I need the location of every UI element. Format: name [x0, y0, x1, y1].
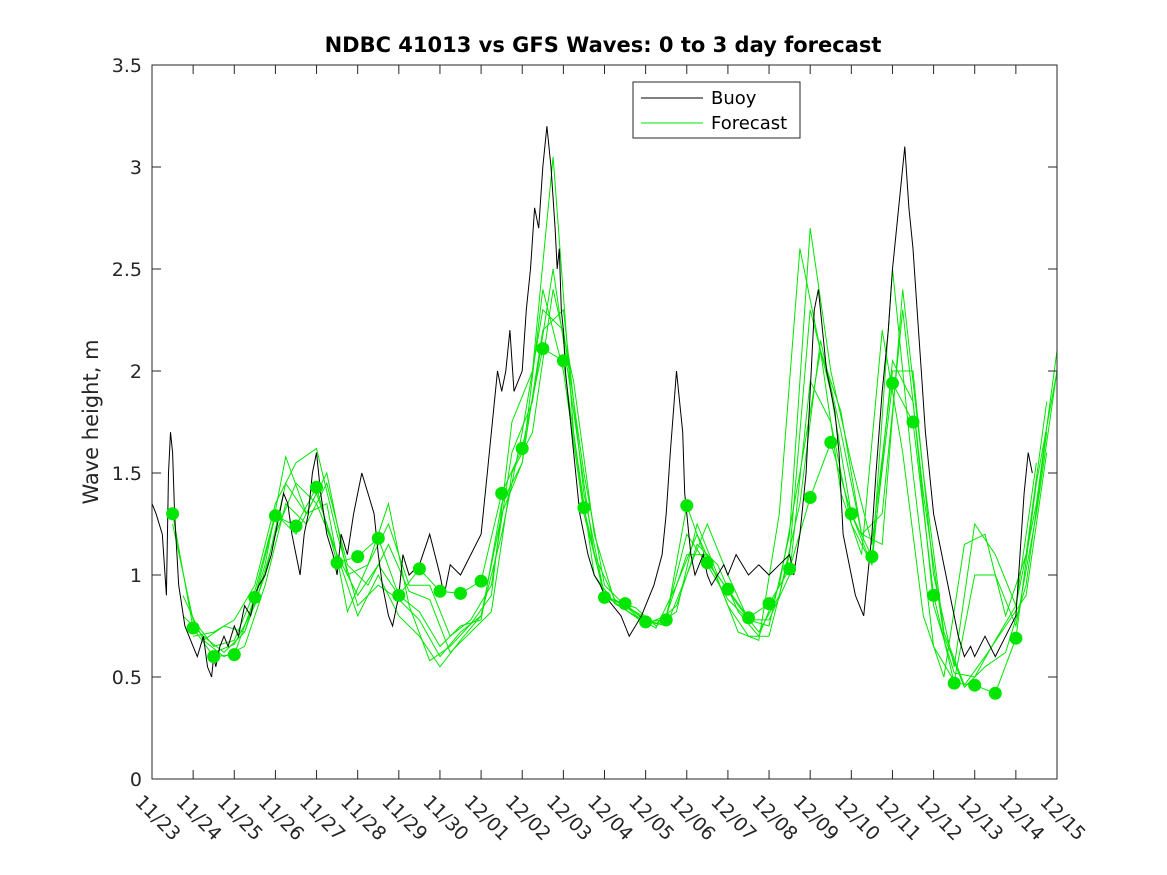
forecast-marker: [618, 597, 632, 611]
forecast-marker: [886, 376, 899, 390]
forecast-marker: [556, 354, 570, 368]
y-tick-label: 2.5: [112, 259, 142, 281]
forecast-marker: [536, 342, 550, 356]
forecast-marker: [454, 586, 467, 600]
forecast-marker: [1009, 631, 1023, 645]
y-tick-label: 1.5: [112, 463, 142, 485]
y-axis: 0 0.5 1 1.5 2 2.5 3 3.5: [112, 55, 1057, 791]
forecast-line-5: [213, 268, 1058, 683]
forecast-marker: [947, 676, 961, 690]
forecast-marker: [783, 562, 797, 576]
forecast-marker: [865, 550, 879, 564]
forecast-marker: [495, 486, 509, 500]
forecast-marker: [762, 597, 776, 611]
forecast-marker: [721, 582, 735, 596]
forecast-marker: [659, 613, 673, 627]
forecast-line-2: [182, 268, 1048, 689]
forecast-marker: [988, 686, 1002, 700]
legend-box: [632, 81, 801, 139]
y-tick-label: 2: [130, 361, 142, 383]
forecast-marker: [330, 556, 344, 570]
forecast-marker: [515, 442, 529, 455]
chart-title: NDBC 41013 vs GFS Waves: 0 to 3 day fore…: [325, 33, 882, 57]
forecast-marker: [639, 615, 653, 629]
forecast-marker: [824, 435, 838, 449]
y-axis-label: Wave height, m: [79, 339, 103, 504]
forecast-marker: [474, 574, 488, 588]
forecast-marker: [433, 584, 447, 598]
forecast-marker: [412, 562, 426, 576]
forecast-marker: [844, 507, 858, 521]
forecast-marker: [310, 480, 323, 494]
forecast-marker: [598, 590, 611, 604]
forecast-marker: [351, 550, 365, 564]
forecast-marker: [186, 621, 200, 635]
forecast-marker: [371, 531, 385, 545]
forecast-marker: [680, 499, 694, 513]
forecast-marker: [927, 588, 941, 602]
y-tick-label: 3: [130, 157, 142, 179]
forecast-marker: [248, 590, 262, 604]
forecast-marker: [268, 509, 282, 523]
forecast-line-7: [182, 289, 1048, 687]
forecast-marker: [968, 678, 982, 692]
legend-forecast-label: Forecast: [711, 113, 787, 134]
plot-markers: [166, 342, 1023, 700]
forecast-marker: [166, 507, 180, 521]
forecast-marker: [803, 491, 817, 504]
y-tick-label: 0.5: [112, 667, 142, 689]
y-tick-label: 1: [130, 565, 142, 587]
y-tick-label: 3.5: [112, 55, 142, 77]
forecast-marker: [289, 519, 303, 533]
legend-buoy-label: Buoy: [711, 88, 757, 109]
y-tick-label: 0: [130, 769, 142, 791]
forecast-marker: [577, 501, 591, 515]
forecast-marker: [742, 611, 755, 625]
forecast-marker: [392, 588, 406, 602]
forecast-marker: [227, 648, 241, 662]
legend: Buoy Forecast: [632, 81, 801, 139]
forecast-marker: [906, 415, 920, 429]
forecast-marker: [700, 556, 714, 570]
forecast-marker: [207, 650, 221, 664]
